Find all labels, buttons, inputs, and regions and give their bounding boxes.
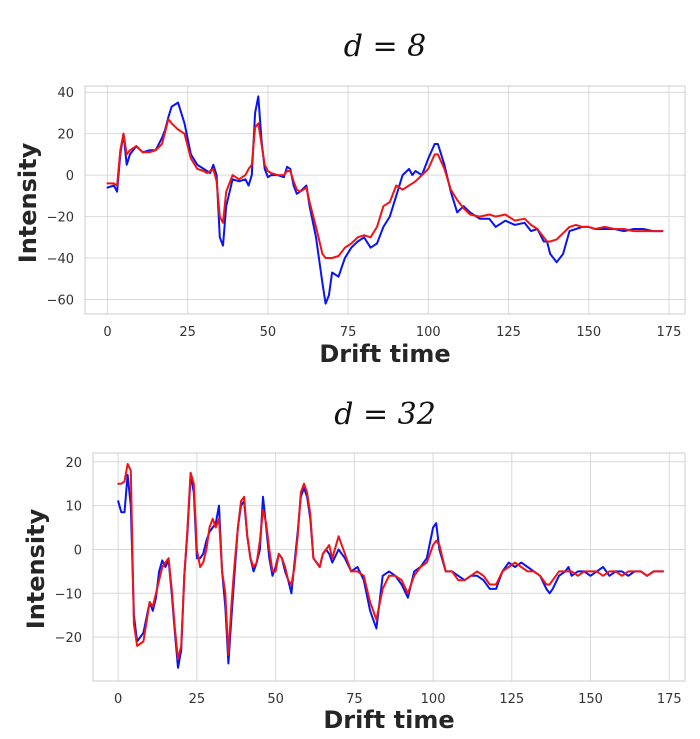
y-tick-label: 20	[57, 128, 74, 143]
x-tick-label: 150	[576, 325, 601, 340]
chart-d8: d = 8 0 25 50 75 100 125 150 175 −60 −40 −20 0 20 40 Dr…	[14, 29, 686, 368]
x-tick-label: 0	[103, 325, 111, 340]
y-axis-label: Intensity	[22, 508, 50, 629]
chart-title: d = 32	[334, 397, 436, 432]
y-tick-label: −20	[55, 631, 82, 646]
y-tick-label: 10	[65, 500, 82, 515]
x-tick-label: 25	[179, 325, 196, 340]
series-line-0	[117, 473, 664, 669]
x-tick-label: 100	[421, 692, 446, 707]
x-tick-label: 175	[657, 692, 682, 707]
x-axis-label: Drift time	[323, 706, 454, 734]
plot-frame	[92, 452, 686, 682]
y-tick-label: 0	[66, 169, 74, 184]
x-tick-label: 25	[189, 692, 206, 707]
x-tick-label: 50	[260, 325, 277, 340]
x-axis-label: Drift time	[319, 340, 450, 368]
y-tick-label: 0	[74, 543, 82, 558]
chart-title: d = 8	[344, 29, 427, 64]
x-tick-label: 175	[657, 325, 682, 340]
y-tick-label: 40	[57, 86, 74, 101]
series-line-1	[117, 463, 664, 661]
y-tick-label: −10	[55, 587, 82, 602]
x-tick-label: 150	[578, 692, 603, 707]
series-line-1	[106, 118, 664, 259]
x-tick-label: 75	[346, 692, 363, 707]
x-tick-label: 50	[267, 692, 284, 707]
x-tick-label: 100	[416, 325, 441, 340]
y-tick-label: 20	[65, 456, 82, 471]
x-tick-label: 125	[496, 325, 521, 340]
chart-d32: d = 32 0 25 50 75 100 125 150 175 −20 −10 0 10 20 Drif…	[22, 397, 686, 734]
y-axis-label: Intensity	[14, 142, 42, 263]
x-tick-label: 75	[340, 325, 357, 340]
x-tick-label: 0	[114, 692, 122, 707]
y-tick-label: −40	[47, 252, 74, 267]
series-line-0	[106, 95, 664, 305]
y-tick-label: −20	[47, 211, 74, 226]
x-tick-label: 125	[499, 692, 524, 707]
plot-frame	[84, 85, 686, 315]
y-tick-label: −60	[47, 293, 74, 308]
